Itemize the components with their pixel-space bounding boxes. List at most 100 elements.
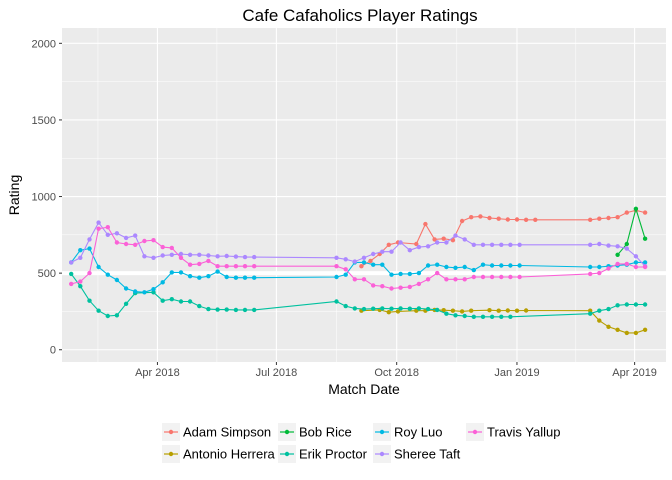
data-point (389, 286, 394, 291)
data-point (425, 306, 431, 312)
legend-item: Roy Luo (373, 423, 442, 441)
legend-item: Sheree Taft (373, 445, 461, 463)
legend-item: Bob Rice (278, 423, 352, 441)
data-point (169, 245, 174, 251)
data-point (224, 307, 229, 312)
data-point (242, 254, 248, 260)
data-point (114, 231, 120, 236)
data-point (352, 259, 357, 264)
data-point (606, 215, 611, 221)
data-point (414, 241, 419, 247)
data-point (615, 215, 620, 220)
data-point (499, 242, 504, 247)
data-point (624, 241, 629, 247)
data-point (252, 307, 257, 313)
data-point (489, 242, 495, 247)
data-point (197, 303, 202, 309)
data-point (462, 264, 467, 270)
series-layer (69, 206, 648, 336)
data-point (361, 255, 367, 260)
data-point (435, 270, 440, 276)
x-tick-label: Jul 2018 (256, 367, 298, 379)
data-point (123, 286, 129, 291)
legend-label: Roy Luo (394, 425, 442, 440)
series-sheree-taft (69, 220, 648, 269)
data-point (523, 217, 529, 222)
data-point (462, 313, 467, 319)
data-point (453, 233, 458, 238)
data-point (151, 287, 156, 292)
data-point (151, 290, 156, 295)
data-point (386, 310, 391, 315)
legend-item: Adam Simpson (162, 423, 271, 441)
data-point (615, 327, 620, 332)
series-roy-luo (69, 246, 648, 295)
data-point (425, 277, 431, 282)
data-point (642, 210, 648, 215)
data-point (496, 308, 501, 313)
x-tick-label: Apr 2019 (612, 367, 657, 379)
data-point (160, 253, 165, 258)
data-point (453, 265, 458, 270)
data-point (462, 237, 467, 242)
data-point (178, 255, 184, 260)
data-point (606, 324, 611, 329)
series-bob-rice (615, 206, 648, 257)
series-travis-yallup (69, 225, 648, 291)
data-point (352, 277, 357, 282)
data-point (142, 290, 147, 295)
data-point (416, 244, 422, 250)
data-point (633, 254, 639, 259)
data-point (133, 242, 138, 247)
legend-item: Antonio Herrera (162, 445, 276, 463)
data-point (450, 238, 456, 243)
legend-label: Adam Simpson (183, 425, 271, 440)
data-point (395, 309, 401, 314)
data-point (499, 274, 504, 280)
series-line (617, 206, 646, 256)
data-point (252, 275, 257, 280)
data-point (588, 217, 593, 222)
data-point (407, 284, 412, 290)
data-point (187, 299, 193, 304)
data-point (606, 243, 611, 248)
data-point (78, 284, 83, 289)
data-point (588, 242, 593, 247)
data-point (469, 308, 474, 313)
legend-dot (284, 429, 290, 435)
data-point (123, 301, 129, 306)
data-point (416, 281, 422, 287)
data-point (87, 270, 92, 276)
data-point (69, 271, 74, 277)
data-point (78, 248, 83, 253)
data-point (123, 235, 129, 241)
data-point (197, 275, 202, 280)
chart-title: Cafe Cafaholics Player Ratings (242, 6, 477, 25)
data-point (444, 240, 449, 245)
data-point (425, 263, 431, 268)
data-point (252, 254, 257, 260)
data-point (450, 308, 456, 313)
data-point (169, 270, 174, 275)
data-point (615, 261, 620, 267)
data-point (597, 216, 602, 221)
data-point (361, 260, 367, 265)
data-point (215, 264, 220, 269)
data-point (160, 280, 165, 285)
data-point (343, 272, 348, 277)
data-point (78, 279, 83, 284)
data-point (508, 274, 513, 280)
data-point (368, 258, 373, 264)
data-point (633, 302, 639, 307)
data-point (361, 277, 367, 282)
data-point (597, 264, 602, 270)
data-point (133, 233, 138, 238)
data-point (169, 252, 174, 257)
data-point (517, 242, 522, 247)
data-point (334, 299, 339, 304)
data-point (123, 241, 129, 247)
legend-label: Bob Rice (299, 425, 352, 440)
data-point (505, 308, 510, 313)
data-point (87, 237, 92, 242)
